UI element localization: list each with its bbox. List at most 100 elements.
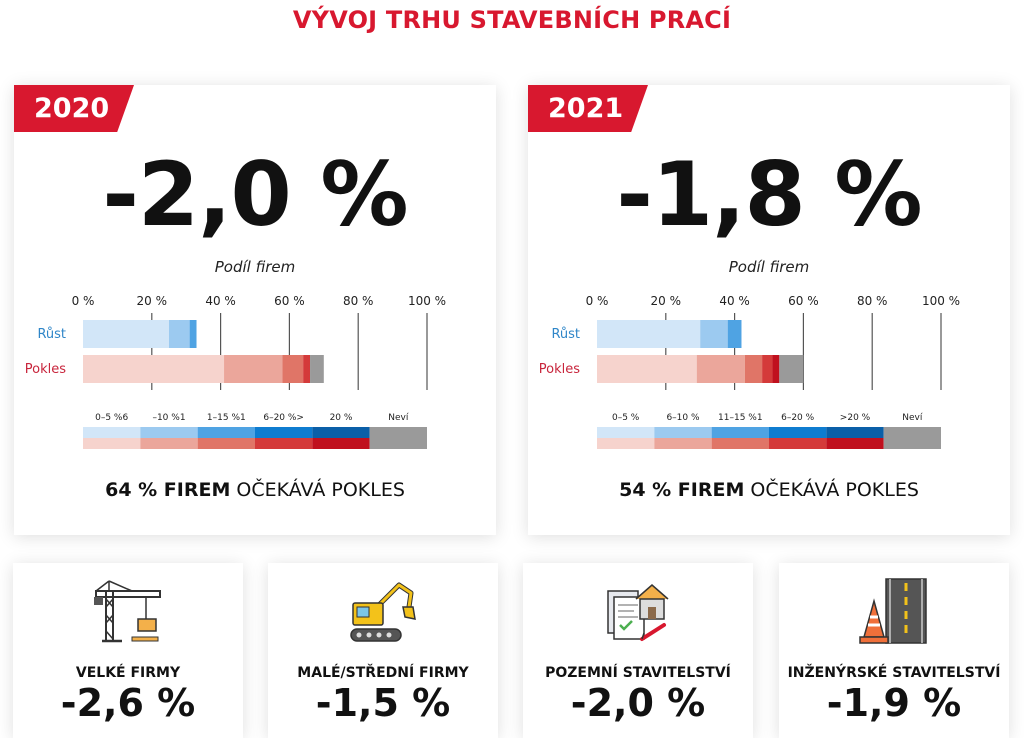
category-card-civil-engineering: INŽENÝRSKÉ STAVITELSTVÍ -1,9 % (779, 563, 1009, 738)
legend-label: Neví (902, 413, 923, 423)
x-tick-label: 80 % (343, 294, 374, 308)
legend-swatch (711, 438, 769, 449)
summary-rest: OČEKÁVÁ POKLES (744, 479, 919, 501)
category-value: -2,6 % (60, 681, 196, 725)
category-label: POZEMNÍ STAVITELSTVÍ (545, 665, 731, 681)
legend-label: 0–5 %6 (95, 413, 128, 423)
x-tick-label: 100 % (922, 294, 960, 308)
legend-swatch (597, 427, 655, 438)
excavator-icon (350, 582, 416, 642)
bar-segment (762, 355, 773, 383)
change-percentage: -2,0 % (102, 143, 408, 246)
x-tick-label: 40 % (719, 294, 750, 308)
summary-line: 54 % FIREM OČEKÁVÁ POKLES (528, 479, 1010, 501)
legend-swatch (255, 427, 313, 438)
legend-swatch (597, 438, 655, 449)
page-title: VÝVOJ TRHU STAVEBNÍCH PRACÍ (292, 6, 732, 34)
change-percentage: -1,8 % (616, 143, 922, 246)
building-plan-icon (607, 584, 669, 641)
category-label: Růst (37, 327, 66, 342)
category-card-small-medium-firms: MALÉ/STŘEDNÍ FIRMY -1,5 % (268, 563, 498, 738)
legend-swatch (883, 427, 941, 449)
legend-swatch (369, 427, 427, 449)
bar-segment (779, 355, 804, 383)
summary-line: 64 % FIREM OČEKÁVÁ POKLES (14, 479, 496, 501)
legend-swatch (654, 438, 712, 449)
legend-swatch (769, 438, 827, 449)
legend-swatch (654, 427, 712, 438)
category-value: -2,0 % (570, 681, 706, 725)
x-tick-label: 60 % (274, 294, 305, 308)
legend-label: 6–20 %> (263, 413, 304, 423)
bar-segment (83, 320, 169, 348)
summary-bold: 54 % FIREM (619, 479, 745, 501)
category-card-large-firms: VELKÉ FIRMY -2,6 % (13, 563, 243, 738)
year-badge: 2020 (14, 85, 134, 132)
x-tick-label: 100 % (408, 294, 446, 308)
summary-bold: 64 % FIREM (105, 479, 231, 501)
bar-segment (303, 355, 311, 383)
category-label: MALÉ/STŘEDNÍ FIRMY (297, 665, 469, 681)
legend-label: –10 %1 (152, 413, 185, 423)
tower-crane-icon (94, 580, 161, 643)
legend-swatch (826, 427, 884, 438)
x-tick-label: 0 % (72, 294, 95, 308)
legend-label: 0–5 % (612, 413, 640, 423)
bar-segment (700, 320, 728, 348)
category-label: INŽENÝRSKÉ STAVITELSTVÍ (787, 665, 1001, 681)
bar-segment (310, 355, 324, 383)
share-chart: Podíl firem 0 % 20 % 40 % 60 % 80 % 100 % Růst P… (25, 258, 446, 449)
legend-label: 6–10 % (666, 413, 700, 423)
year-card-2020: 2020 -2,0 % Podíl firem 0 % 20 % 40 % 60 % 80… (14, 85, 496, 535)
category-card-building-construction: POZEMNÍ STAVITELSTVÍ -2,0 % (523, 563, 753, 738)
legend-swatch (197, 427, 255, 438)
chart-title: Podíl firem (215, 258, 296, 276)
chart-title: Podíl firem (729, 258, 810, 276)
legend-swatch (140, 427, 198, 438)
bar-segment (727, 320, 742, 348)
category-label: Pokles (25, 362, 66, 377)
legend-swatch (197, 438, 255, 449)
category-label: Pokles (539, 362, 580, 377)
summary-rest: OČEKÁVÁ POKLES (230, 479, 405, 501)
legend-swatch (83, 438, 141, 449)
legend-swatch (83, 427, 141, 438)
legend-label: Neví (388, 413, 409, 423)
bar-segment (696, 355, 745, 383)
legend-swatch (769, 427, 827, 438)
bar-segment (169, 320, 190, 348)
bar-segment (83, 355, 225, 383)
legend-label: 6–20 % (781, 413, 815, 423)
category-value: -1,9 % (826, 681, 962, 725)
x-tick-label: 60 % (788, 294, 819, 308)
year-badge: 2021 (528, 85, 648, 132)
bar-segment (597, 320, 701, 348)
legend-swatch (711, 427, 769, 438)
bar-segment (744, 355, 763, 383)
legend-swatch (140, 438, 198, 449)
category-value: -1,5 % (315, 681, 451, 725)
x-tick-label: 80 % (857, 294, 888, 308)
category-label: Růst (551, 327, 580, 342)
x-tick-label: 20 % (651, 294, 682, 308)
bar-segment (597, 355, 697, 383)
share-chart: Podíl firem 0 % 20 % 40 % 60 % 80 % 100 % Růst P… (539, 258, 960, 449)
legend-label: >20 % (840, 413, 871, 423)
legend-swatch (255, 438, 313, 449)
bar-segment (224, 355, 283, 383)
legend-swatch (312, 438, 370, 449)
x-tick-label: 20 % (137, 294, 168, 308)
bar-segment (189, 320, 197, 348)
legend-label: 1–15 %1 (207, 413, 246, 423)
x-tick-label: 0 % (586, 294, 609, 308)
year-card-2021: 2021 -1,8 % Podíl firem 0 % 20 % 40 % 60 % 80… (528, 85, 1010, 535)
category-label: VELKÉ FIRMY (75, 665, 181, 681)
legend-label: 20 % (330, 413, 353, 423)
x-tick-label: 40 % (205, 294, 236, 308)
legend-swatch (826, 438, 884, 449)
bar-segment (282, 355, 304, 383)
bar-segment (772, 355, 780, 383)
legend-swatch (312, 427, 370, 438)
road-cone-icon (859, 578, 927, 644)
legend-label: 11–15 %1 (718, 413, 763, 423)
